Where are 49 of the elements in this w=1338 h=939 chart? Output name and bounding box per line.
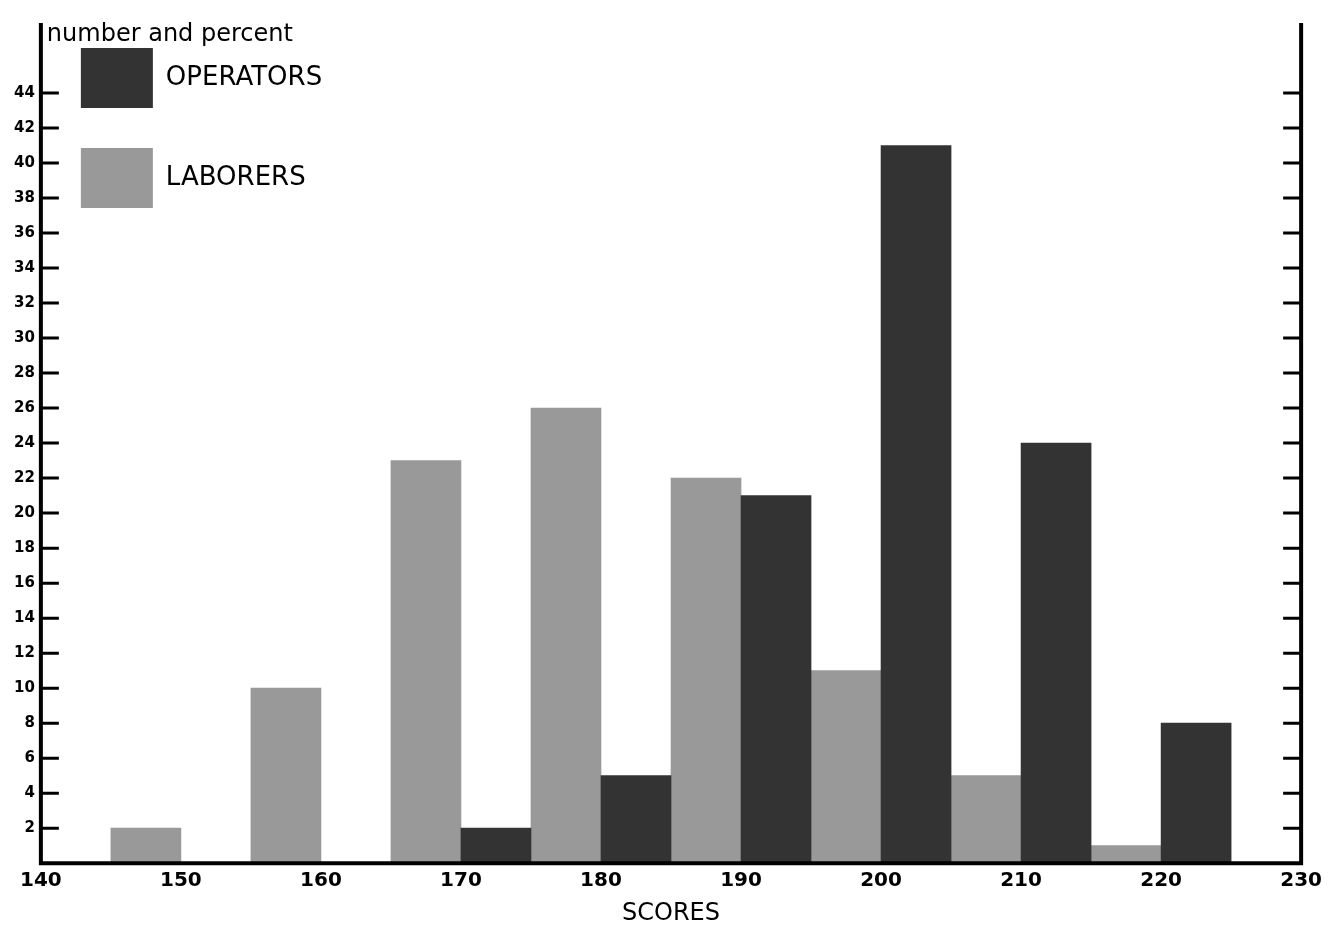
bar: [1020, 442, 1092, 864]
y-tick-label: 32: [14, 292, 35, 311]
bar: [670, 477, 742, 864]
bar: [1160, 722, 1232, 864]
bar: [250, 687, 322, 864]
bar: [740, 495, 812, 864]
bar: [390, 460, 462, 864]
y-tick-label: 26: [14, 397, 35, 416]
x-tick-label: 200: [860, 867, 902, 892]
y-tick-label: 14: [14, 608, 35, 627]
x-tick-label: 190: [720, 867, 762, 892]
x-tick-label: 180: [580, 867, 622, 892]
y-tick-label: 28: [14, 362, 35, 381]
bar: [600, 775, 672, 864]
x-tick-label: 230: [1280, 867, 1322, 892]
x-tick-label: 150: [160, 867, 202, 892]
bar: [530, 407, 602, 864]
y-tick-label: 6: [24, 748, 35, 767]
bar: [950, 775, 1022, 864]
y-tick-label: 18: [14, 538, 35, 557]
legend-label: OPERATORS: [165, 60, 323, 91]
y-tick-label: 44: [14, 82, 35, 101]
bar: [810, 670, 882, 864]
y-axis-title: number and percent: [46, 19, 293, 48]
y-tick-label: 36: [14, 222, 35, 241]
y-tick-label: 16: [14, 573, 35, 592]
x-tick-label: 210: [1000, 867, 1042, 892]
x-tick-label: 160: [300, 867, 342, 892]
x-tick-label: 220: [1140, 867, 1182, 892]
y-tick-label: 42: [14, 117, 35, 136]
y-tick-label: 4: [24, 783, 35, 802]
y-tick-label: 22: [14, 468, 35, 486]
legend-label: LABORERS: [165, 160, 306, 191]
y-tick-label: 34: [14, 257, 35, 276]
y-tick-label: 10: [14, 678, 35, 697]
y-tick-label: 12: [14, 643, 35, 662]
y-tick-label: 8: [24, 713, 35, 732]
bar: [460, 827, 532, 864]
bar: [880, 145, 952, 864]
y-tick-label: 40: [14, 152, 35, 171]
bar: [110, 827, 182, 864]
y-tick-label: 24: [14, 432, 35, 451]
y-tick-label: 2: [24, 818, 35, 837]
x-axis-title: SCORES: [622, 897, 720, 926]
y-tick-label: 30: [14, 327, 35, 346]
x-tick-label: 170: [440, 867, 482, 892]
y-tick-label: 38: [14, 187, 35, 206]
y-tick-label: 20: [14, 503, 35, 522]
x-tick-label: 140: [20, 867, 62, 892]
